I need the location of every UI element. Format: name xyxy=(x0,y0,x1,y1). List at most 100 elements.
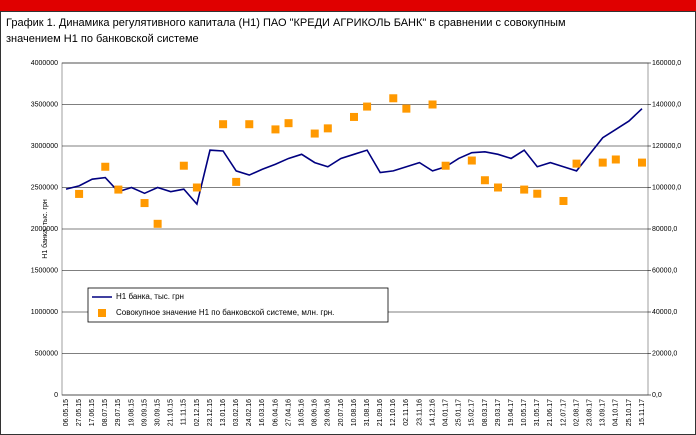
x-tick-label: 14.12.16 xyxy=(429,399,436,426)
x-tick-label: 15.11.17 xyxy=(639,399,646,426)
y2-tick-label: 20000,0 xyxy=(652,350,677,357)
y-tick-label: 4000000 xyxy=(31,60,58,67)
x-tick-label: 23.08.17 xyxy=(586,399,593,426)
x-tick-label: 12.07.17 xyxy=(560,399,567,426)
chart-title: График 1. Динамика регулятивного капитал… xyxy=(6,17,566,45)
scatter-point xyxy=(389,94,398,103)
x-tick-label: 13.01.16 xyxy=(220,399,227,426)
y2-tick-label: 60000,0 xyxy=(652,267,677,274)
scatter-point xyxy=(441,161,450,170)
x-tick-label: 29.07.15 xyxy=(115,399,122,426)
scatter-point xyxy=(402,104,411,113)
y-axis-label: Н1 банка, тыс. грн xyxy=(41,199,49,259)
x-tick-label: 23.11.16 xyxy=(416,399,423,426)
frame xyxy=(0,11,696,435)
scatter-point xyxy=(179,161,188,170)
scatter-point xyxy=(140,199,149,208)
x-tick-label: 29.03.17 xyxy=(495,399,502,426)
scatter-point xyxy=(245,120,254,129)
x-tick-label: 03.02.16 xyxy=(233,399,240,426)
x-tick-label: 25.10.17 xyxy=(626,399,633,426)
x-tick-label: 25.01.17 xyxy=(456,399,463,426)
y-tick-label: 2000000 xyxy=(31,226,58,233)
scatter-point xyxy=(520,185,529,194)
y-tick-label: 3500000 xyxy=(31,101,58,108)
x-tick-label: 19.08.15 xyxy=(128,399,135,426)
y-tick-label: 0 xyxy=(54,392,58,399)
legend-label: Н1 банка, тыс. грн xyxy=(116,292,184,301)
y2-tick-label: 140000,0 xyxy=(652,101,681,108)
y2-tick-label: 40000,0 xyxy=(652,309,677,316)
x-tick-label: 06.05.15 xyxy=(63,399,70,426)
y-tick-label: 1500000 xyxy=(31,267,58,274)
x-tick-label: 08.06.16 xyxy=(312,399,319,426)
x-tick-label: 10.05.17 xyxy=(521,399,528,426)
scatter-point xyxy=(284,119,293,128)
y2-tick-label: 80000,0 xyxy=(652,226,677,233)
x-tick-label: 11.11.15 xyxy=(181,399,188,425)
y2-tick-label: 160000,0 xyxy=(652,60,681,67)
x-tick-label: 13.09.17 xyxy=(600,399,607,426)
x-tick-label: 08.07.15 xyxy=(102,399,109,426)
x-tick-label: 04.01.17 xyxy=(442,399,449,426)
scatter-point xyxy=(611,155,620,164)
x-tick-label: 09.09.15 xyxy=(141,399,148,426)
series-line xyxy=(65,108,643,206)
x-tick-label: 06.04.16 xyxy=(272,399,279,426)
scatter-point xyxy=(101,162,110,171)
x-tick-label: 30.09.15 xyxy=(154,399,161,426)
scatter-point xyxy=(533,189,542,198)
x-tick-label: 10.08.16 xyxy=(351,399,358,426)
x-tick-label: 31.08.16 xyxy=(364,399,371,426)
scatter-point xyxy=(192,183,201,192)
x-tick-label: 02.11.16 xyxy=(403,399,410,426)
scatter-point xyxy=(572,159,581,168)
x-tick-label: 08.03.17 xyxy=(482,399,489,426)
x-tick-label: 17.06.15 xyxy=(89,399,96,426)
scatter-point xyxy=(232,177,241,186)
scatter-point xyxy=(559,196,568,205)
x-tick-label: 18.05.16 xyxy=(298,399,305,426)
x-tick-label: 21.09.16 xyxy=(377,399,384,426)
scatter-point xyxy=(271,125,280,134)
x-tick-label: 21.06.17 xyxy=(547,399,554,426)
scatter-point xyxy=(363,102,372,111)
x-tick-label: 04.10.17 xyxy=(613,399,620,426)
scatter-point xyxy=(310,129,319,138)
x-tick-label: 31.05.17 xyxy=(534,399,541,426)
scatter-point xyxy=(494,183,502,192)
scatter-point xyxy=(467,156,476,165)
x-tick-label: 27.04.16 xyxy=(285,399,292,426)
scatter-point xyxy=(428,100,437,109)
scatter-point xyxy=(480,176,489,185)
y-tick-label: 2500000 xyxy=(31,184,58,191)
x-tick-label: 02.12.15 xyxy=(194,399,201,426)
scatter-point xyxy=(114,185,123,194)
scatter-point xyxy=(638,158,646,167)
y-tick-label: 500000 xyxy=(35,350,58,357)
x-tick-label: 02.08.17 xyxy=(573,399,580,426)
legend-marker xyxy=(98,309,106,317)
scatter-point xyxy=(75,189,84,198)
scatter-point xyxy=(323,124,332,133)
x-tick-label: 20.07.16 xyxy=(338,399,345,426)
y2-tick-label: 100000,0 xyxy=(652,184,681,191)
x-tick-label: 16.03.16 xyxy=(259,399,266,426)
x-tick-label: 21.10.15 xyxy=(168,399,175,426)
x-tick-label: 29.06.16 xyxy=(325,399,332,426)
x-tick-label: 12.10.16 xyxy=(390,399,397,426)
y-tick-label: 1000000 xyxy=(31,309,58,316)
scatter-point xyxy=(350,112,358,121)
y2-tick-label: 0,0 xyxy=(652,392,662,399)
y-tick-label: 3000000 xyxy=(31,143,58,150)
y2-tick-label: 120000,0 xyxy=(652,143,681,150)
top-bar xyxy=(0,0,696,11)
scatter-point xyxy=(598,158,607,167)
scatter-point xyxy=(219,120,228,129)
x-tick-label: 27.05.15 xyxy=(76,399,83,426)
legend-box xyxy=(87,287,389,323)
x-tick-label: 23.12.15 xyxy=(207,399,214,426)
x-tick-label: 19.04.17 xyxy=(508,399,515,426)
